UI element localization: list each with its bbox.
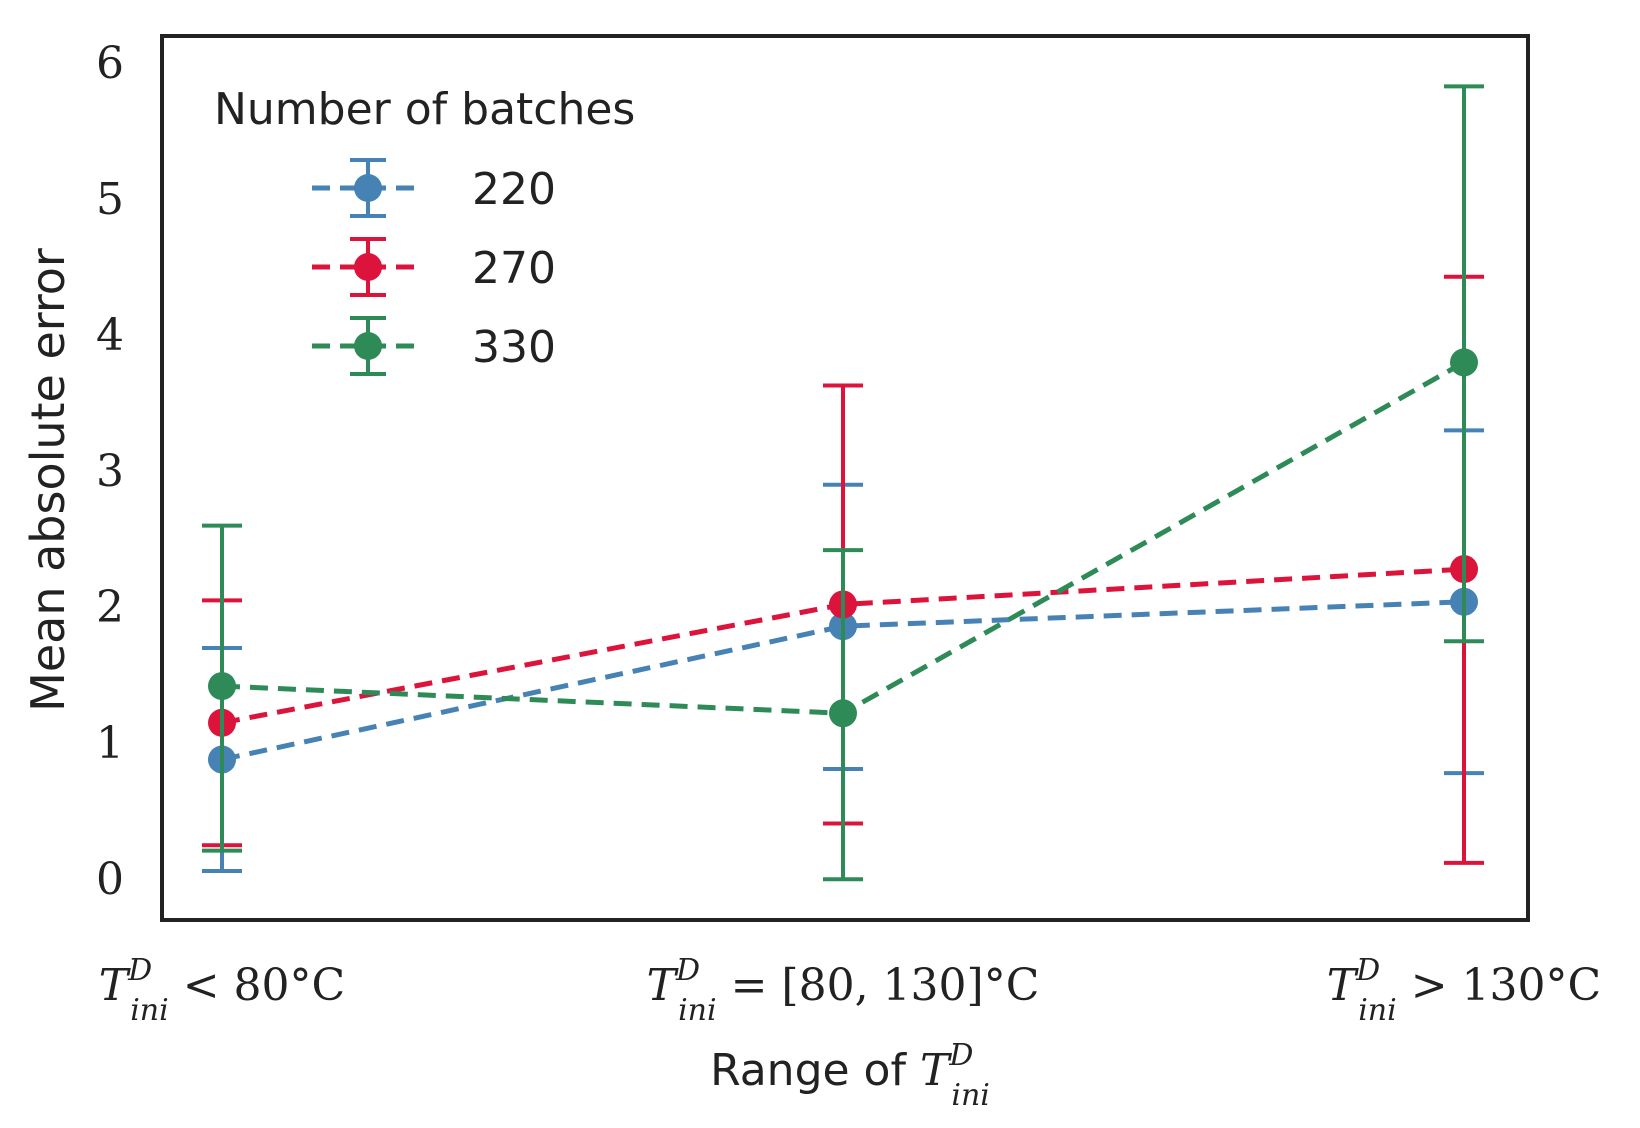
- x-tick-label-symbol: T: [647, 960, 680, 1011]
- x-tick-label-rest: > 130°C: [1397, 960, 1602, 1011]
- legend-label: 220: [472, 164, 556, 215]
- legend-title: Number of batches: [214, 84, 635, 135]
- legend-marker: [354, 174, 382, 202]
- legend-entry-330: 330: [312, 316, 556, 376]
- legend-entry-220: 220: [312, 158, 556, 218]
- y-axis-label: Mean absolute error: [21, 248, 75, 712]
- x-tick-label-rest: = [80, 130]°C: [717, 960, 1040, 1011]
- x-tick-label-rest: < 80°C: [169, 960, 346, 1011]
- plot-area: [160, 34, 1530, 922]
- x-tick-label-symbol: T: [1327, 960, 1360, 1011]
- legend-marker: [354, 332, 382, 360]
- x-tick-label: TD ini = [80, 130]°C: [647, 953, 1040, 1028]
- data-point: [829, 699, 857, 728]
- y-tick-label: 0: [96, 854, 124, 905]
- x-axis-label-text: Range of TD ini: [710, 1038, 990, 1113]
- x-axis-ticks: TD ini < 80°C TD ini = [80, 130]°C TD ini > 1…: [99, 953, 1601, 1028]
- y-tick-label: 5: [96, 174, 124, 225]
- legend-marker: [354, 253, 382, 281]
- x-tick-label-sub: ini: [130, 993, 169, 1028]
- series-330: [202, 84, 1484, 882]
- x-tick-label-sup: D: [1355, 953, 1380, 988]
- x-tick-label-sub: ini: [678, 993, 717, 1028]
- x-axis-label-text-symbol: T: [920, 1045, 953, 1096]
- y-tick-label: 3: [96, 446, 124, 497]
- x-axis-label-text-text: Range of: [710, 1045, 920, 1096]
- x-tick-label: TD ini < 80°C: [99, 953, 345, 1028]
- x-axis-label-text-sup: D: [948, 1038, 973, 1073]
- x-axis-label-text-sub: ini: [951, 1078, 990, 1113]
- x-tick-label-sub: ini: [1358, 993, 1397, 1028]
- data-point: [208, 672, 236, 701]
- legend: Number of batches 220 270 330: [214, 84, 635, 376]
- legend-label: 270: [472, 243, 556, 294]
- legend-entry-270: 270: [312, 237, 556, 297]
- x-tick-label-sup: D: [675, 953, 700, 988]
- data-point: [1450, 348, 1478, 377]
- y-tick-label: 1: [96, 718, 124, 769]
- y-tick-label: 6: [96, 38, 124, 89]
- plot-frame: [160, 34, 1530, 922]
- x-tick-label-sup: D: [127, 953, 152, 988]
- x-tick-label-symbol: T: [99, 960, 132, 1011]
- y-tick-label: 4: [96, 310, 124, 361]
- x-axis-label: Range of TD ini: [710, 1038, 990, 1113]
- y-tick-label: 2: [96, 582, 124, 633]
- series-line: [221, 599, 1465, 762]
- y-axis-ticks: 0 1 2 3 4 5 6: [96, 38, 124, 905]
- x-tick-label: TD ini > 130°C: [1327, 953, 1601, 1028]
- legend-label: 330: [472, 322, 556, 373]
